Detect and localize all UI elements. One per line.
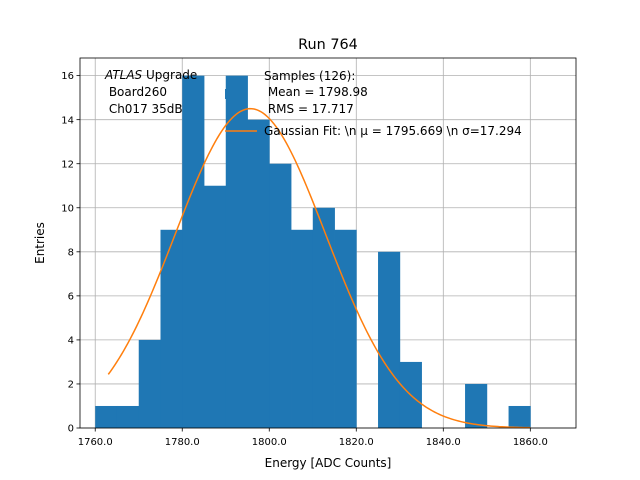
legend-fit-label: Gaussian Fit: \n μ = 1795.669 \n σ=17.29… (264, 124, 522, 138)
chart-title: Run 764 (298, 37, 358, 53)
y-tick-label: 14 (61, 115, 74, 126)
upgrade-label: Upgrade (142, 68, 197, 82)
x-tick-label: 1840.0 (426, 437, 461, 448)
histogram-bar (247, 119, 270, 429)
histogram-bar (182, 75, 205, 428)
board-label: Board260 (105, 85, 167, 99)
x-tick-label: 1860.0 (513, 437, 548, 448)
x-axis-ticks: 1760.0 1780.0 1800.0 1820.0 1840.0 1860.0 (78, 428, 548, 448)
histogram-bar (138, 339, 161, 428)
histogram-bar (465, 383, 488, 428)
histogram-bar (334, 229, 357, 428)
y-tick-label: 2 (68, 380, 74, 391)
atlas-annotation: ATLAS Upgrade Board260 Ch017 35dB (104, 68, 197, 116)
histogram-bar (225, 75, 248, 428)
legend-samples-swatch (225, 89, 231, 99)
atlas-label: ATLAS (104, 68, 143, 82)
histogram-bars (95, 75, 531, 429)
y-tick-label: 12 (61, 159, 74, 170)
y-axis-ticks: 0 2 4 6 8 10 12 14 16 (61, 71, 80, 435)
legend-samples-title: Samples (126): (264, 69, 355, 83)
svg-text:ATLAS Upgrade: ATLAS Upgrade (104, 68, 197, 82)
y-tick-label: 10 (61, 203, 74, 214)
histogram-bar (204, 185, 227, 428)
legend-samples-rms: RMS = 17.717 (264, 102, 354, 116)
histogram-bar (269, 163, 292, 428)
x-tick-label: 1760.0 (78, 437, 113, 448)
histogram-bar (95, 405, 118, 428)
y-tick-label: 4 (68, 336, 74, 347)
histogram-bar (116, 405, 140, 428)
histogram-bar (312, 207, 335, 428)
y-tick-label: 8 (68, 247, 74, 258)
histogram-bar (160, 229, 183, 428)
x-tick-label: 1800.0 (252, 437, 287, 448)
y-axis-label: Entries (33, 222, 47, 264)
y-tick-label: 16 (61, 71, 74, 82)
histogram-bar (291, 229, 314, 428)
histogram-bar (378, 251, 401, 428)
y-tick-label: 6 (68, 291, 74, 302)
histogram-bar (508, 405, 531, 428)
legend-samples-mean: Mean = 1798.98 (264, 85, 368, 99)
y-tick-label: 0 (68, 424, 74, 435)
axes (79, 57, 577, 429)
channel-label: Ch017 35dB (105, 102, 183, 116)
x-tick-label: 1820.0 (339, 437, 374, 448)
x-axis-label: Energy [ADC Counts] (265, 456, 392, 470)
axes-frame (79, 57, 577, 429)
x-tick-label: 1780.0 (165, 437, 200, 448)
gaussian-fit-curve (107, 107, 531, 429)
legend: Samples (126): Mean = 1798.98 RMS = 17.7… (225, 69, 522, 138)
